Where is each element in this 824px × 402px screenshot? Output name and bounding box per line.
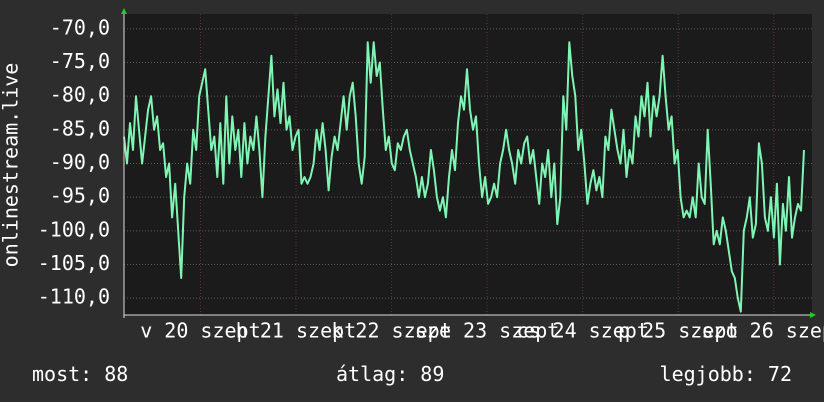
y-tick-label: -70,0: [50, 15, 110, 39]
summary-item: legjobb: 72: [660, 362, 792, 386]
y-tick-label: -80,0: [50, 83, 110, 107]
x-tick-label: szo 26 szept: [702, 319, 824, 343]
summary-value: 72: [768, 362, 792, 386]
x-tick-label: k 22 szept: [331, 319, 451, 343]
summary-item: átlag: 89: [336, 362, 444, 386]
summary: most: 88 átlag: 89 legjobb: 72: [32, 362, 792, 386]
summary-label: most:: [32, 362, 92, 386]
y-tick-label: -110,0: [38, 285, 110, 309]
y-tick-label: -95,0: [50, 184, 110, 208]
y-tick-label: -90,0: [50, 150, 110, 174]
y-axis-arrow: [121, 8, 127, 14]
x-tick-label: p 25 szept: [618, 319, 738, 343]
x-tick-label: h 21 szept: [236, 319, 356, 343]
data-line: [123, 41, 805, 313]
plot: [123, 41, 805, 313]
y-tick-label: -85,0: [50, 116, 110, 140]
x-tick-label: sze 23 szept: [415, 319, 560, 343]
summary-value: 89: [420, 362, 444, 386]
x-tick-label: v 20 szept: [140, 319, 260, 343]
x-tick-label: cs 24 szept: [516, 319, 648, 343]
summary-label: legjobb:: [660, 362, 756, 386]
y-tick-label: -75,0: [50, 49, 110, 73]
summary-item: most: 88: [32, 362, 128, 386]
summary-value: 88: [104, 362, 128, 386]
y-tick-label: -100,0: [38, 217, 110, 241]
summary-label: átlag:: [336, 362, 408, 386]
y-tick-label: -105,0: [38, 251, 110, 275]
x-axis-arrow: [810, 312, 816, 318]
y-axis-label: onlinestream.live: [0, 63, 23, 268]
